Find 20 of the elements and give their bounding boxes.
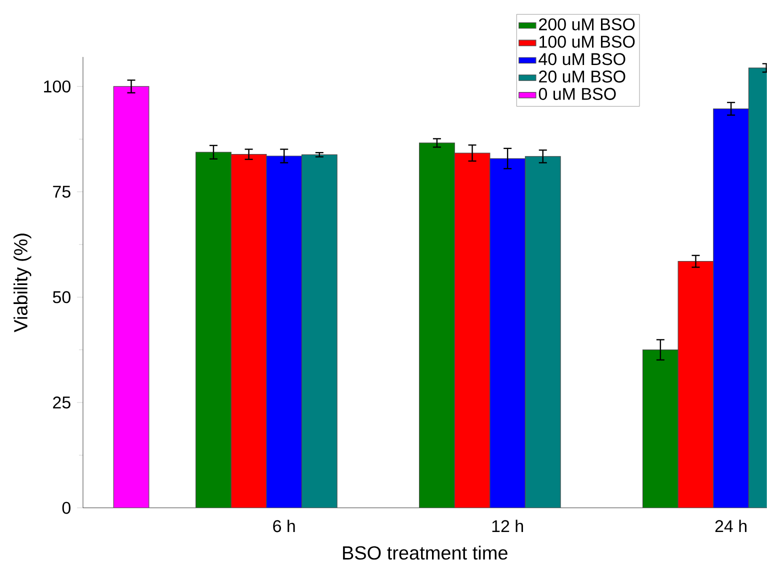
x-tick-label: 12 h [492,520,523,532]
bar [266,156,302,508]
y-tick-label: 75 [53,186,70,198]
legend-label: 200 uM BSO [539,18,635,30]
bar [490,158,526,508]
y-axis-title: Viability (%) [14,233,32,332]
y-tick-label: 0 [62,502,70,514]
legend-label: 20 uM BSO [539,70,626,82]
bar [678,260,714,508]
legend-label: 40 uM BSO [538,52,626,66]
y-tick-label: 25 [53,396,70,408]
bar [454,152,490,508]
bar [230,154,267,508]
legend-label: 0 uM BSO [538,88,616,100]
y-tick-label: 100 [44,80,70,92]
legend-label: 100 uM BSO [540,36,635,48]
x-axis-title: BSO treatment time [343,546,508,560]
x-tick-label: 24 h [715,520,746,532]
x-tick-label: 6 h [273,520,295,532]
y-tick-label: 50 [52,290,70,304]
